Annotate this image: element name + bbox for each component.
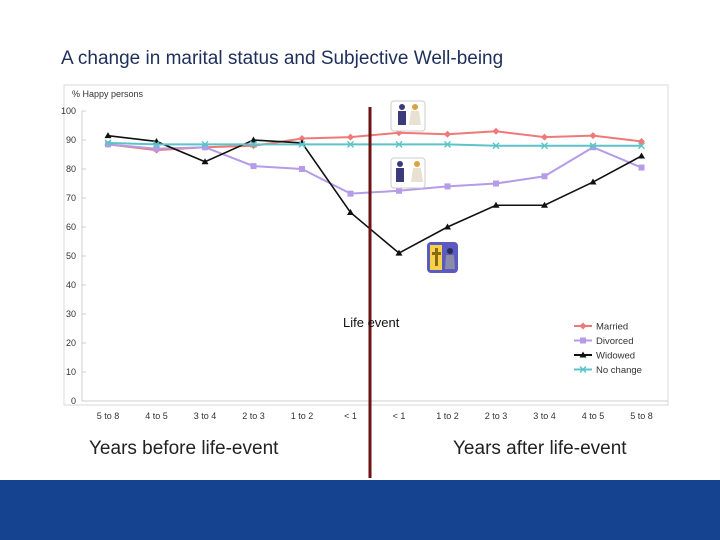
series-line-divorced xyxy=(107,143,642,195)
data-point-no-change xyxy=(347,140,354,148)
data-point-divorced xyxy=(493,180,499,187)
footer-bar xyxy=(0,480,720,540)
data-point-widowed xyxy=(492,201,500,208)
data-point-no-change xyxy=(104,139,112,147)
data-point-divorced xyxy=(347,190,354,197)
data-point-no-change xyxy=(395,140,403,148)
legend-label-married: Married xyxy=(596,322,628,333)
widowed-cross-icon xyxy=(427,242,458,273)
y-tick-label: 100 xyxy=(61,106,76,116)
x-tick-label: < 1 xyxy=(344,411,357,421)
legend-marker-married xyxy=(579,322,587,330)
data-point-widowed xyxy=(541,201,548,208)
years-after-label: Years after life-event xyxy=(453,438,627,459)
data-point-no-change xyxy=(201,140,209,148)
x-tick-label: 1 to 2 xyxy=(291,411,314,421)
legend-label-widowed: Widowed xyxy=(596,351,635,362)
data-point-divorced xyxy=(202,144,208,151)
y-tick-label: 20 xyxy=(66,338,76,348)
data-point-no-change xyxy=(298,140,306,148)
y-axis-label: % Happy persons xyxy=(72,89,144,99)
y-tick-label: 50 xyxy=(66,251,76,261)
data-point-married xyxy=(589,132,597,140)
y-tick-label: 10 xyxy=(66,367,76,377)
data-point-widowed xyxy=(250,136,257,143)
y-tick-label: 80 xyxy=(66,164,76,174)
life-event-label: Life event xyxy=(343,315,400,330)
data-point-divorced xyxy=(250,163,257,170)
years-before-label: Years before life-event xyxy=(89,438,279,459)
data-point-no-change xyxy=(638,142,645,150)
data-point-widowed xyxy=(444,223,451,230)
data-point-no-change xyxy=(250,140,257,148)
legend-label-no-change: No change xyxy=(596,365,642,376)
divorced-couple-icon xyxy=(390,157,426,189)
x-tick-label: 5 to 8 xyxy=(97,411,120,421)
data-point-divorced xyxy=(590,144,596,151)
data-point-married xyxy=(444,130,451,138)
data-point-divorced xyxy=(444,183,451,190)
data-point-no-change xyxy=(444,140,451,148)
data-point-divorced xyxy=(638,164,645,171)
plot-border xyxy=(63,84,669,406)
data-point-no-change xyxy=(589,142,597,150)
x-tick-label: 3 to 4 xyxy=(194,411,217,421)
data-point-married xyxy=(347,133,354,141)
data-point-married xyxy=(298,135,306,143)
data-point-married xyxy=(541,133,548,141)
data-point-divorced xyxy=(396,187,402,194)
series-line-widowed xyxy=(107,134,642,255)
x-tick-label: 2 to 3 xyxy=(242,411,265,421)
data-point-no-change xyxy=(541,142,548,150)
legend-marker-divorced xyxy=(580,337,586,344)
y-tick-label: 60 xyxy=(66,222,76,232)
legend-label-divorced: Divorced xyxy=(596,336,634,347)
data-point-divorced xyxy=(541,173,548,180)
data-point-widowed xyxy=(201,158,209,165)
data-point-widowed xyxy=(638,152,645,159)
data-point-married xyxy=(492,127,500,135)
series-line-no-change xyxy=(107,141,642,147)
x-tick-label: 2 to 3 xyxy=(485,411,508,421)
x-tick-label: < 1 xyxy=(393,411,406,421)
data-point-divorced xyxy=(105,141,111,148)
slide-title: A change in marital status and Subjectiv… xyxy=(61,48,504,69)
x-tick-label: 4 to 5 xyxy=(145,411,168,421)
y-tick-label: 40 xyxy=(66,280,76,290)
data-point-widowed xyxy=(589,178,597,185)
y-tick-label: 30 xyxy=(66,309,76,319)
data-point-no-change xyxy=(153,140,160,148)
married-couple-icon xyxy=(390,100,426,132)
data-point-divorced xyxy=(153,145,160,152)
legend: Married Divorced Widowed No change xyxy=(574,322,642,376)
data-point-widowed xyxy=(395,249,403,256)
x-tick-label: 3 to 4 xyxy=(533,411,556,421)
y-tick-label: 70 xyxy=(66,193,76,203)
y-tick-label: 0 xyxy=(71,396,76,406)
data-point-divorced xyxy=(299,166,305,172)
legend-marker-widowed xyxy=(579,351,587,358)
data-point-widowed xyxy=(104,132,112,139)
x-tick-label: 4 to 5 xyxy=(582,411,605,421)
data-point-no-change xyxy=(492,142,500,150)
y-tick-label: 90 xyxy=(66,135,76,145)
legend-marker-no-change xyxy=(579,366,587,373)
data-point-widowed xyxy=(347,209,354,215)
x-tick-label: 1 to 2 xyxy=(436,411,459,421)
x-tick-label: 5 to 8 xyxy=(630,411,653,421)
